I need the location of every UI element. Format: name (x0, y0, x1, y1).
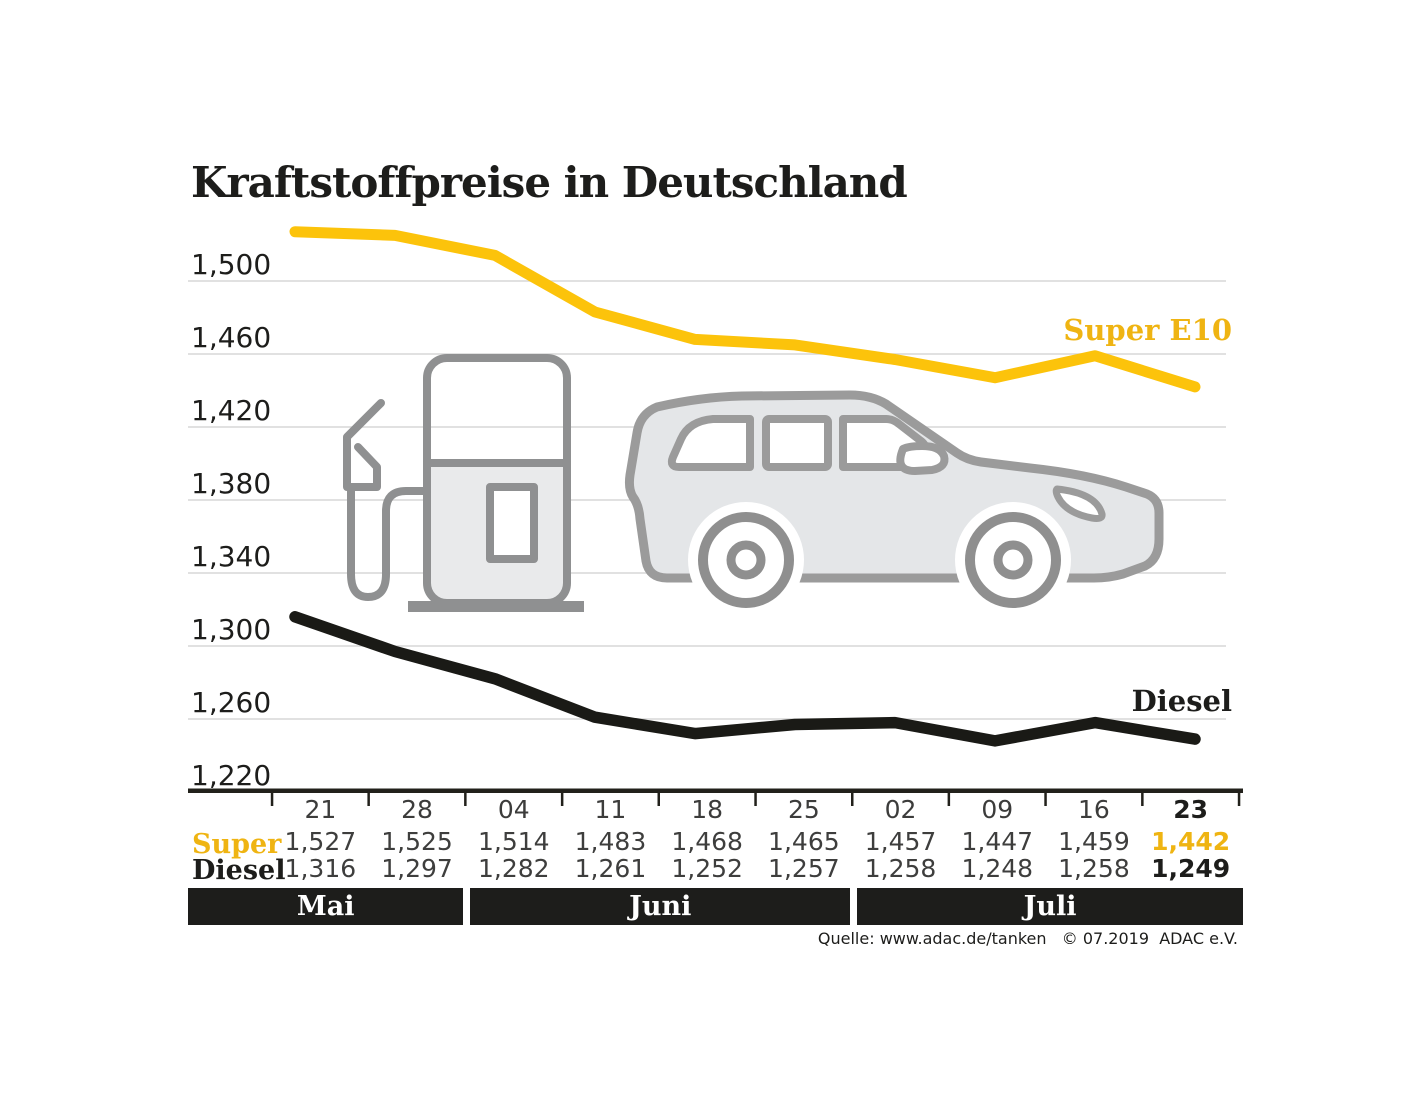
diesel-value-cell: 1,248 (961, 854, 1034, 883)
y-axis-label: 1,340 (191, 539, 272, 573)
middle-window (762, 415, 832, 471)
x-axis-tick (657, 791, 660, 806)
y-axis-label: 1,420 (191, 393, 272, 427)
diesel-value-cell: 1,252 (671, 854, 743, 883)
diesel-value-cell: 1,297 (381, 854, 453, 883)
month-band-mai: Mai (188, 888, 464, 925)
super-value-cell: 1,525 (381, 827, 453, 856)
diesel-value-cell: 1,282 (477, 854, 550, 883)
source-note: Quelle: www.adac.de/tanken © 07.2019 ADA… (817, 929, 1238, 948)
x-axis-tick (367, 791, 370, 806)
date-cell: 11 (594, 795, 627, 824)
fuel-pump-icon (343, 354, 584, 612)
date-cell: 16 (1078, 795, 1110, 824)
diesel-value-cell: 1,257 (768, 854, 840, 883)
diesel-value-cell: 1,249 (1151, 854, 1231, 883)
super-value-cell: 1,468 (671, 827, 743, 856)
diesel-value-cell: 1,316 (284, 854, 357, 883)
diesel-value-cell: 1,258 (1058, 854, 1130, 883)
date-cell: 04 (497, 795, 530, 824)
super-value-cell: 1,457 (864, 827, 937, 856)
date-cell: 28 (401, 795, 433, 824)
diesel-value-cell: 1,261 (574, 854, 647, 883)
series-line-super-e10 (289, 226, 1201, 393)
month-band-label: Juni (629, 891, 692, 922)
x-axis-tick (947, 791, 951, 806)
super-value-cell: 1,442 (1151, 827, 1231, 856)
x-axis-tick (754, 791, 757, 806)
date-cell: 25 (787, 795, 820, 824)
date-cell: 21 (304, 795, 337, 824)
x-axis-tick (464, 791, 467, 806)
month-band-juni: Juni (470, 888, 851, 925)
x-axis-tick (1237, 791, 1241, 806)
rear-window (667, 415, 754, 471)
side-mirror (896, 442, 949, 475)
y-axis-label: 1,500 (191, 247, 272, 281)
x-axis-tick (1141, 791, 1144, 806)
x-axis (188, 788, 1243, 806)
x-axis-tick (560, 791, 564, 806)
super-value-cell: 1,483 (574, 827, 647, 856)
super-value-cell: 1,514 (477, 827, 550, 856)
legend-super-e10: Super E10 (1063, 313, 1232, 347)
super-value-cell: 1,465 (768, 827, 840, 856)
table-row-header-super: Super (192, 829, 282, 860)
y-axis-label: 1,260 (191, 685, 272, 719)
month-band-juli: Juli (857, 888, 1243, 925)
table-row-header-diesel: Diesel (192, 855, 286, 886)
x-axis-line (188, 788, 1243, 793)
month-band-label: Mai (296, 891, 355, 922)
super-value-cell: 1,459 (1058, 827, 1130, 856)
super-value-cell: 1,447 (961, 827, 1034, 856)
super-value-cell: 1,527 (284, 827, 357, 856)
series-lines (289, 226, 1201, 747)
diesel-value-cell: 1,258 (864, 854, 937, 883)
y-axis-label: 1,460 (191, 320, 272, 354)
x-axis-tick (1044, 791, 1047, 806)
x-axis-tick (851, 791, 854, 806)
x-axis-tick (270, 791, 274, 806)
y-axis-label: 1,220 (191, 758, 272, 792)
page-title: Kraftstoffpreise in Deutschland (191, 158, 908, 207)
date-cell: 23 (1173, 795, 1209, 824)
date-cell: 18 (691, 795, 724, 824)
legend-diesel: Diesel (1131, 684, 1232, 718)
month-band-label: Juli (1023, 891, 1077, 922)
y-axis-label: 1,300 (191, 612, 272, 646)
date-cell: 02 (884, 795, 917, 824)
series-line-diesel (289, 611, 1201, 747)
headlight (1052, 485, 1106, 522)
date-cell: 09 (981, 795, 1014, 824)
y-axis-label: 1,380 (191, 466, 272, 500)
car-icon (624, 390, 1164, 618)
